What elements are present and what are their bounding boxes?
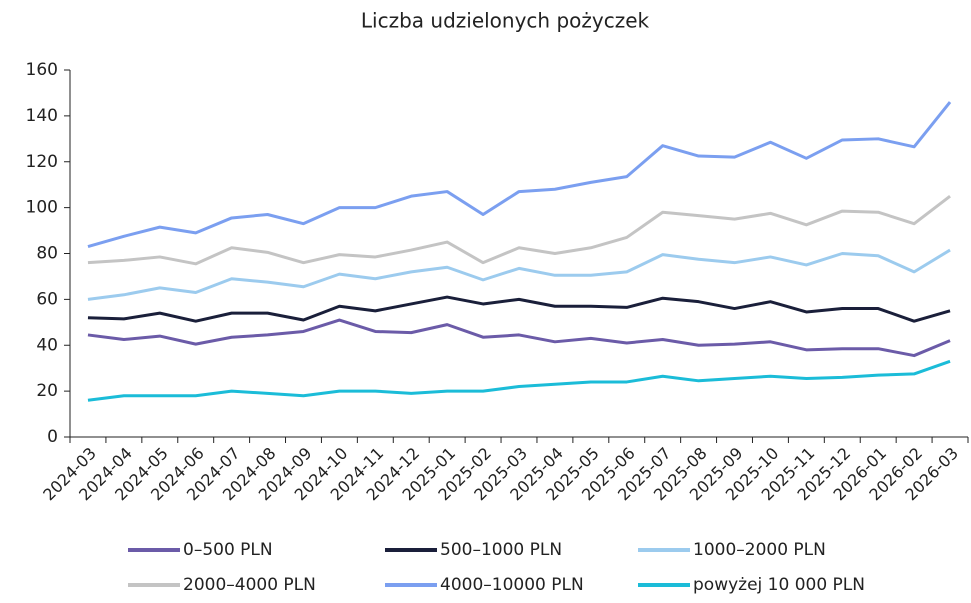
legend-label: 4000–10000 PLN	[440, 575, 584, 595]
legend-label: 0–500 PLN	[183, 540, 273, 560]
series-line	[87, 318, 951, 358]
series-line	[87, 295, 951, 323]
series-line	[87, 359, 951, 402]
chart-title: Liczba udzielonych pożyczek	[361, 9, 650, 33]
y-tick-label: 40	[36, 335, 58, 355]
legend-label: powyżej 10 000 PLN	[693, 575, 865, 595]
series-line	[87, 194, 951, 266]
legend-label: 1000–2000 PLN	[693, 540, 826, 560]
legend-label: 2000–4000 PLN	[183, 575, 316, 595]
series-line	[87, 248, 951, 301]
y-tick-label: 120	[26, 152, 58, 172]
y-tick-label: 140	[26, 106, 58, 126]
y-tick-label: 0	[47, 427, 58, 447]
legend-label: 500–1000 PLN	[440, 540, 562, 560]
y-tick-label: 160	[26, 60, 58, 80]
y-tick-label: 100	[26, 198, 58, 218]
y-tick-label: 20	[36, 381, 58, 401]
series-line	[87, 101, 952, 249]
y-tick-label: 80	[36, 244, 58, 264]
y-tick-label: 60	[36, 289, 58, 309]
